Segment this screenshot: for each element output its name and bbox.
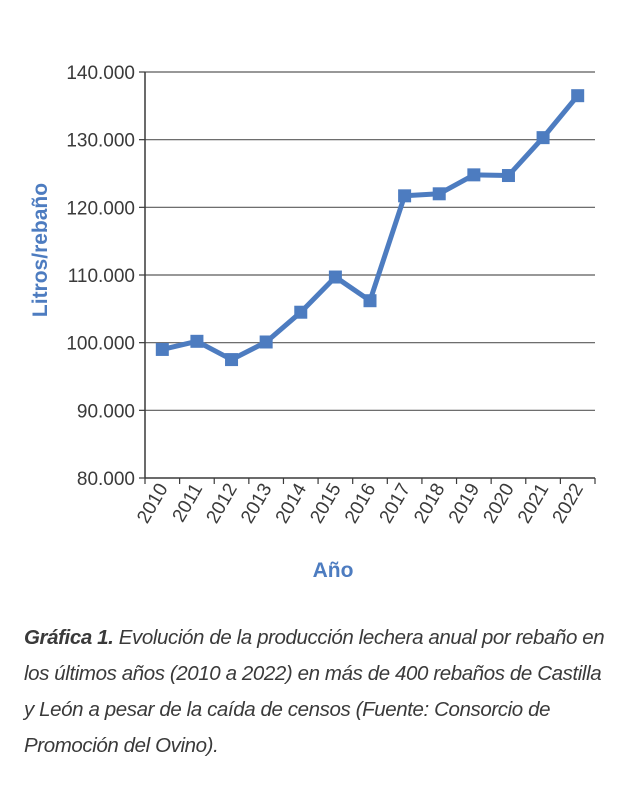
- series-line: [161, 94, 580, 363]
- x-tick-label: 2018: [410, 480, 449, 527]
- series-line-path: [161, 94, 580, 363]
- x-tick-label: 2011: [169, 480, 208, 526]
- data-point-marker: [259, 335, 273, 349]
- figure-caption: Gráfica 1. Evolución de la producción le…: [24, 620, 609, 764]
- data-point-marker: [190, 334, 204, 348]
- x-tick-label: 2012: [203, 480, 242, 527]
- y-tick-label: 100.000: [66, 334, 135, 355]
- x-tick-label: 2013: [237, 480, 276, 527]
- x-tick-labels: 2010201120122013201420152016201720182019…: [133, 478, 596, 527]
- data-point-marker: [155, 342, 169, 356]
- data-point-marker: [501, 169, 515, 183]
- x-tick-label: 2014: [272, 480, 312, 527]
- data-point-marker: [363, 294, 377, 308]
- x-tick-label: 2010: [133, 480, 172, 527]
- axes: [144, 72, 595, 479]
- x-tick-label: 2017: [376, 480, 415, 527]
- y-tick-labels: 80.000 90.000 100.000 110.000 120.000 130.000…: [66, 63, 135, 490]
- x-tick-label: 2022: [549, 480, 588, 527]
- y-tick-label: 90.000: [77, 401, 135, 422]
- y-axis-title: Litros/rebaño: [29, 183, 52, 317]
- data-point-marker: [328, 270, 342, 284]
- line-chart: 80.000 90.000 100.000 110.000 120.000 130.000…: [29, 63, 596, 582]
- x-tick-label: 2019: [445, 480, 484, 527]
- data-point-marker: [571, 89, 585, 103]
- x-tick-label: 2020: [479, 480, 518, 527]
- caption-label: Gráfica 1.: [24, 626, 114, 649]
- data-point-marker: [467, 168, 481, 182]
- gridlines: [139, 71, 595, 479]
- x-axis-title: Año: [313, 559, 354, 582]
- data-point-marker: [536, 131, 550, 145]
- y-tick-label: 80.000: [77, 469, 135, 490]
- data-markers: [155, 89, 585, 367]
- data-point-marker: [294, 305, 308, 319]
- x-tick-label: 2016: [341, 480, 380, 527]
- data-point-marker: [398, 189, 412, 203]
- x-tick-label: 2021: [514, 480, 553, 527]
- data-point-marker: [432, 187, 446, 201]
- y-tick-label: 130.000: [66, 131, 135, 152]
- caption-text: Evolución de la producción lechera anual…: [24, 626, 605, 757]
- x-tick-label: 2015: [306, 480, 345, 527]
- y-tick-label: 120.000: [66, 198, 135, 219]
- y-tick-label: 140.000: [66, 63, 135, 84]
- y-tick-label: 110.000: [68, 266, 135, 287]
- data-point-marker: [225, 353, 239, 367]
